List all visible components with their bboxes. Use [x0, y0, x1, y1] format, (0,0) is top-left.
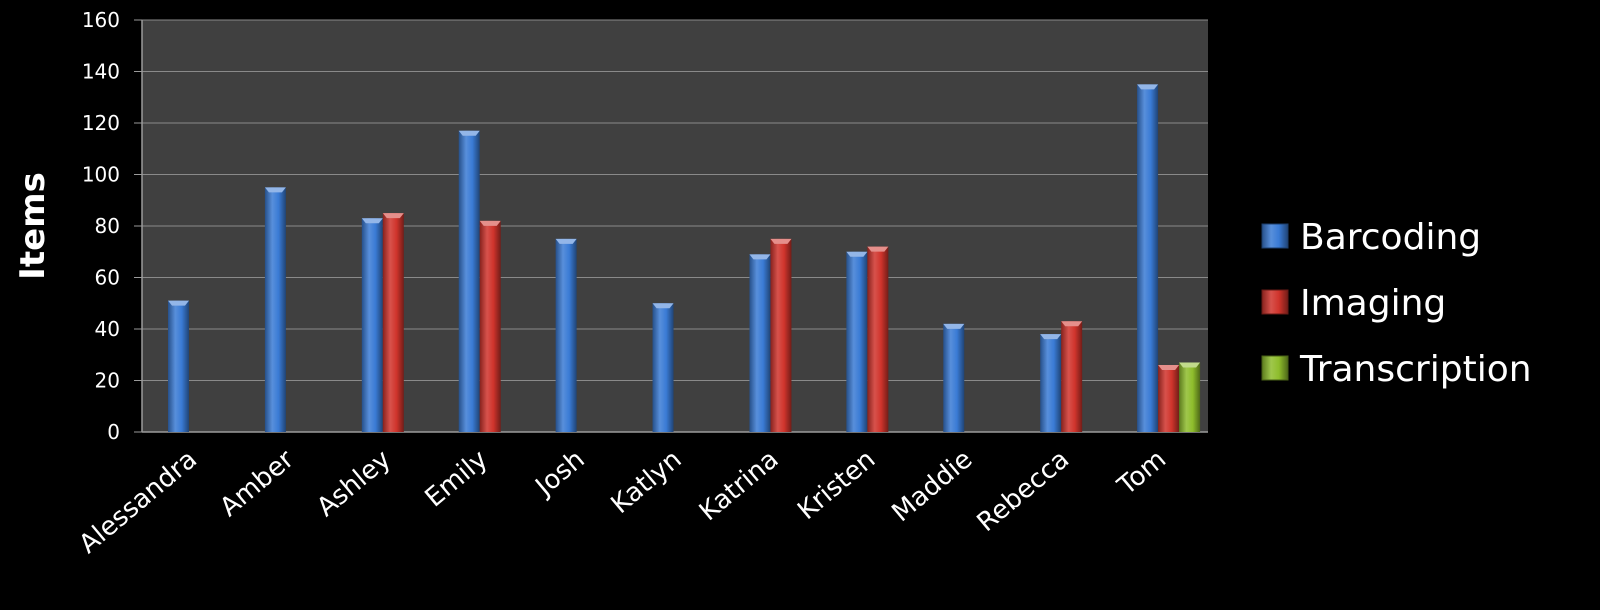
legend-label-imaging: Imaging — [1300, 283, 1446, 324]
bar-imaging-ashley — [382, 213, 404, 432]
bar-cap — [479, 220, 501, 226]
bar-barcoding-alessandra — [168, 300, 189, 432]
bar-cap — [652, 303, 674, 309]
y-tick-label: 20 — [95, 369, 120, 393]
bar-cap — [867, 246, 889, 252]
bar-barcoding-katrina — [749, 254, 771, 432]
bar-cap — [1158, 365, 1180, 371]
bar-cap — [1061, 321, 1083, 327]
bar-cap — [749, 254, 771, 260]
bar-cap — [1137, 84, 1159, 90]
y-tick-label: 100 — [82, 163, 120, 187]
bar-cap — [168, 300, 189, 306]
bar-imaging-kristen — [867, 246, 889, 432]
y-tick-label: 40 — [95, 317, 120, 341]
bar-cap — [770, 238, 792, 244]
bars — [168, 84, 1201, 432]
bar-cap — [555, 238, 577, 244]
y-tick-label: 60 — [95, 266, 120, 290]
bar-barcoding-rebecca — [1040, 334, 1062, 432]
y-tick-label: 80 — [95, 214, 120, 238]
bar-imaging-tom — [1158, 365, 1180, 432]
gridlines — [142, 19, 1208, 433]
bar-cap — [1040, 334, 1062, 340]
legend-label-barcoding: Barcoding — [1300, 217, 1481, 258]
bar-barcoding-katlyn — [652, 303, 674, 432]
bar-cap — [361, 218, 383, 224]
bar-transcription-tom — [1179, 362, 1201, 432]
legend-swatch-transcription — [1261, 355, 1289, 381]
bar-barcoding-amber — [264, 187, 286, 432]
y-tick-label: 120 — [82, 111, 120, 135]
y-tick-label: 140 — [82, 60, 120, 84]
bar-cap — [943, 323, 965, 329]
bar-barcoding-maddie — [943, 323, 965, 432]
bar-imaging-rebecca — [1061, 321, 1083, 432]
legend-swatch-barcoding — [1261, 223, 1289, 249]
bar-cap — [1179, 362, 1201, 368]
bar-cap — [458, 130, 480, 136]
legend-label-transcription: Transcription — [1299, 349, 1532, 390]
bar-cap — [264, 187, 286, 193]
y-axis-title: Items — [13, 172, 53, 280]
bar-cap — [846, 251, 868, 257]
bar-barcoding-tom — [1137, 84, 1159, 432]
bar-imaging-emily — [479, 220, 501, 432]
bar-barcoding-emily — [458, 130, 480, 432]
y-tick-label: 0 — [107, 420, 120, 444]
bar-barcoding-josh — [555, 238, 577, 432]
bar-cap — [382, 213, 404, 219]
bar-barcoding-kristen — [846, 251, 868, 432]
legend: Barcoding Imaging Transcription — [1261, 217, 1532, 390]
bar-imaging-katrina — [770, 238, 792, 432]
y-tick-label: 160 — [82, 8, 120, 32]
bar-barcoding-ashley — [361, 218, 383, 432]
legend-swatch-imaging — [1261, 289, 1289, 315]
